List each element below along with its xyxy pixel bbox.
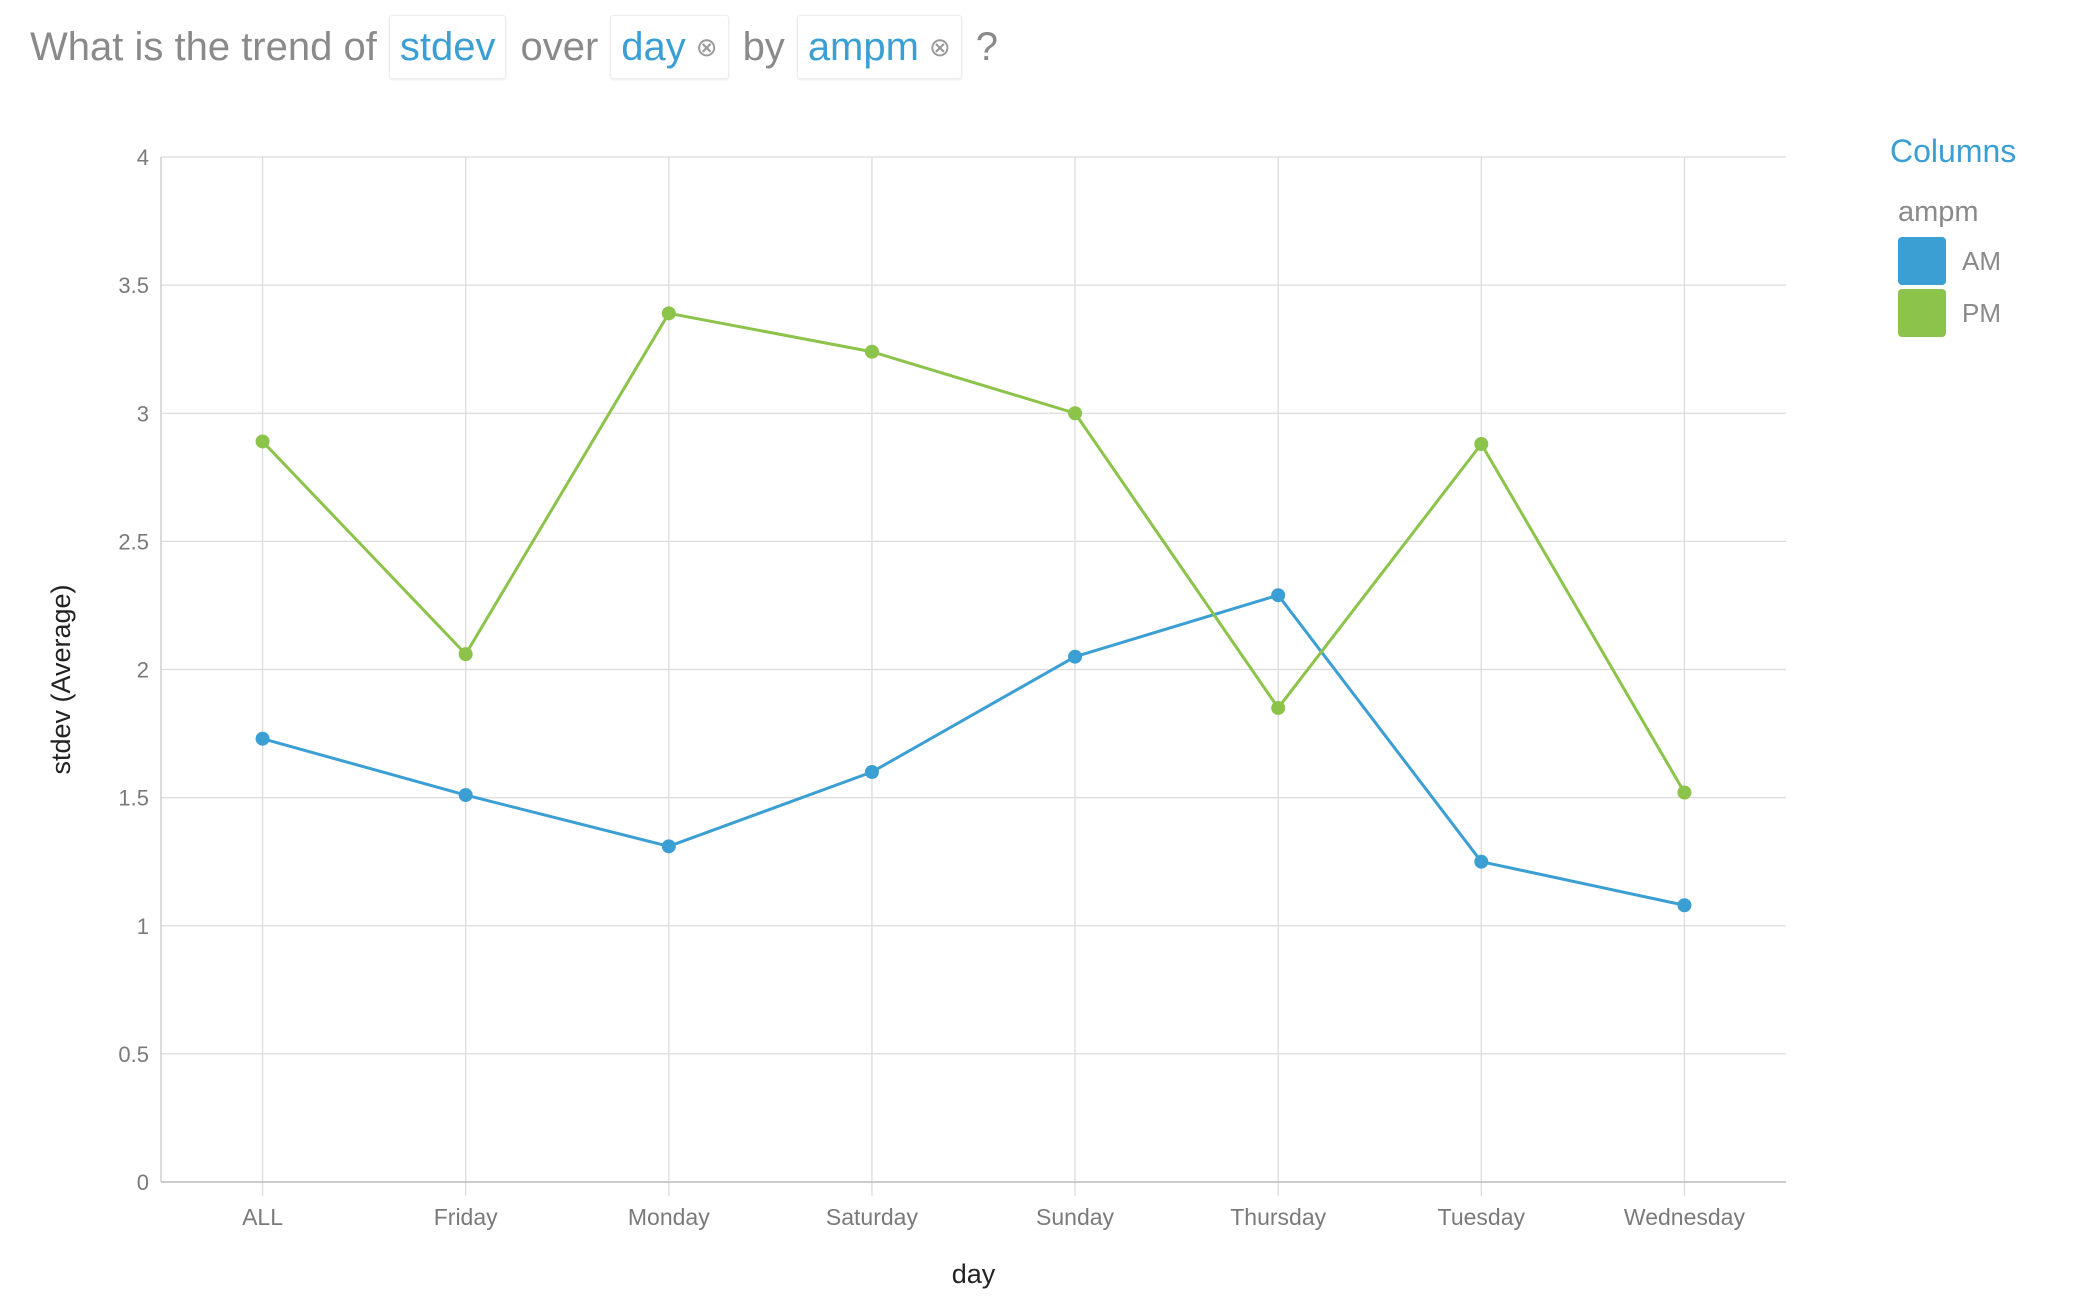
x-tick-label: Saturday xyxy=(826,1204,919,1230)
legend-group-label: ampm xyxy=(1898,196,1979,228)
measure-chip-label: stdev xyxy=(399,24,496,69)
x-tick-label: ALL xyxy=(242,1204,283,1230)
x-tick-label: Sunday xyxy=(1036,1204,1115,1230)
query-prefix: What is the trend of xyxy=(30,24,377,69)
query-by-word: by xyxy=(742,24,785,69)
x-tick-label: Wednesday xyxy=(1624,1204,1746,1230)
measure-chip[interactable]: stdev xyxy=(388,15,507,79)
legend-swatch-am xyxy=(1898,237,1946,285)
query-over-word: over xyxy=(520,24,599,69)
x-tick-label: Monday xyxy=(628,1204,710,1230)
legend-title[interactable]: Columns xyxy=(1890,133,2017,169)
legend-item-pm[interactable]: PM xyxy=(1890,287,2070,339)
remove-group-icon[interactable]: ⊗ xyxy=(928,31,951,62)
data-point-pm xyxy=(1474,437,1489,451)
remove-dimension-icon[interactable]: ⊗ xyxy=(695,31,718,62)
x-axis-title: day xyxy=(952,1259,996,1289)
legend-label-am: AM xyxy=(1962,245,2001,276)
group-chip[interactable]: ampm ⊗ xyxy=(796,15,962,79)
data-point-am xyxy=(1271,588,1286,603)
data-point-pm xyxy=(1271,700,1286,715)
x-tick-label: Thursday xyxy=(1230,1204,1326,1230)
y-tick-label: 2.5 xyxy=(118,529,149,554)
legend: Columns ampm AM PM xyxy=(1890,133,2070,339)
query-suffix: ? xyxy=(975,24,998,69)
data-point-am xyxy=(255,731,270,746)
y-tick-label: 1.5 xyxy=(118,786,149,811)
y-tick-label: 0 xyxy=(137,1170,149,1195)
data-point-am xyxy=(1474,854,1489,869)
y-tick-label: 0.5 xyxy=(118,1042,149,1067)
y-tick-label: 3.5 xyxy=(118,273,149,298)
data-point-pm xyxy=(864,344,879,359)
data-point-pm xyxy=(1677,785,1692,800)
data-point-pm xyxy=(458,647,473,662)
data-point-pm xyxy=(661,306,676,321)
y-tick-label: 3 xyxy=(137,401,149,426)
data-point-am xyxy=(864,765,879,779)
x-tick-label: Friday xyxy=(434,1204,498,1230)
data-point-am xyxy=(1068,649,1083,664)
y-tick-label: 1 xyxy=(137,914,149,939)
series-line-pm xyxy=(261,311,1686,794)
y-axis-title: stdev (Average) xyxy=(46,584,76,774)
legend-item-am[interactable]: AM xyxy=(1890,235,2070,287)
group-chip-label: ampm xyxy=(807,24,919,69)
data-point-am xyxy=(661,839,676,854)
legend-swatch-pm xyxy=(1898,289,1946,337)
legend-label-pm: PM xyxy=(1962,297,2001,328)
y-tick-label: 2 xyxy=(137,658,149,683)
data-point-am xyxy=(1677,898,1692,913)
data-point-am xyxy=(458,788,473,803)
query-sentence: What is the trend of stdev over day ⊗ by… xyxy=(28,14,1010,80)
series-line-am xyxy=(262,593,1685,907)
data-point-pm xyxy=(255,434,270,449)
data-point-pm xyxy=(1068,406,1083,421)
dimension-chip-label: day xyxy=(621,24,686,69)
y-tick-label: 4 xyxy=(137,145,149,170)
dimension-chip[interactable]: day ⊗ xyxy=(610,15,729,79)
x-tick-label: Tuesday xyxy=(1438,1204,1526,1230)
